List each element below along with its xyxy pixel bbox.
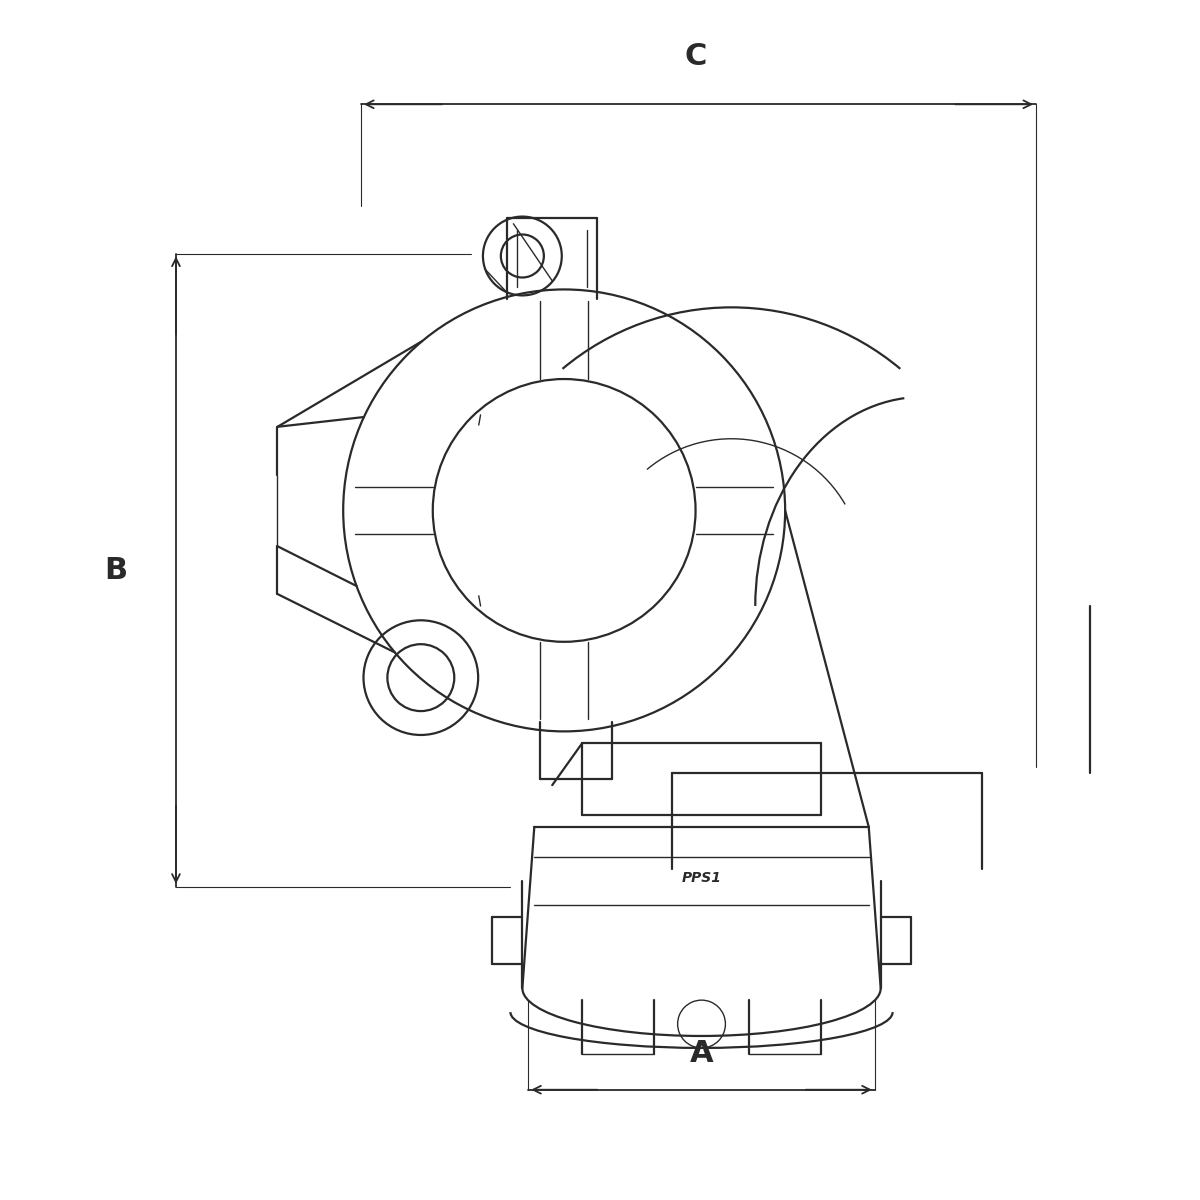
Text: A: A xyxy=(690,1039,713,1068)
Text: C: C xyxy=(684,42,707,71)
Text: PPS1: PPS1 xyxy=(682,871,721,886)
Text: B: B xyxy=(104,556,128,584)
